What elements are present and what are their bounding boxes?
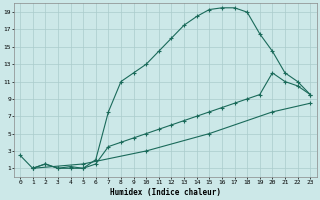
X-axis label: Humidex (Indice chaleur): Humidex (Indice chaleur)	[110, 188, 220, 197]
